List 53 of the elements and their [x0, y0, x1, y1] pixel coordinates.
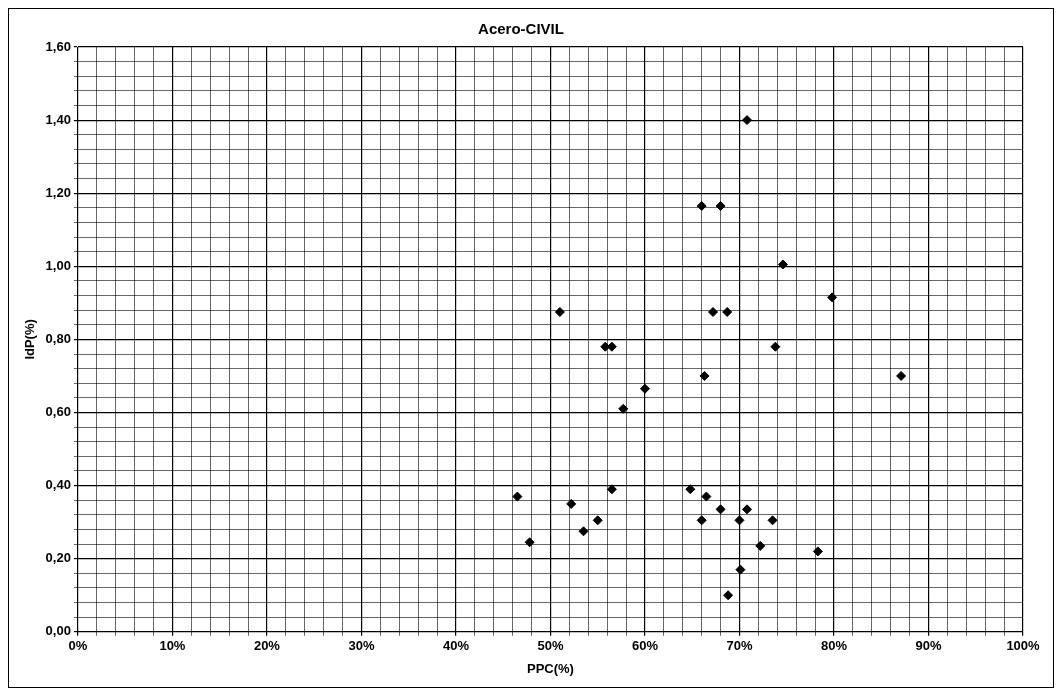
- point: [722, 306, 733, 317]
- x-tick-label: 100%: [1006, 638, 1041, 654]
- point: [723, 590, 734, 601]
- x-tick-label: 60%: [631, 638, 659, 654]
- point: [554, 306, 565, 317]
- y-tick-label: 0,80: [45, 330, 71, 346]
- point: [696, 515, 707, 526]
- point: [618, 403, 629, 414]
- point: [827, 292, 838, 303]
- x-tick-label: 20%: [253, 638, 281, 654]
- x-tick-label: 10%: [159, 638, 186, 654]
- y-tick-label: 1,20: [45, 184, 71, 200]
- point: [696, 200, 707, 211]
- point: [770, 341, 781, 352]
- y-tick-label: 1,60: [45, 38, 71, 54]
- point: [606, 484, 617, 495]
- point: [566, 498, 577, 509]
- x-tick-label: 0%: [68, 638, 88, 654]
- x-tick-label: 80%: [820, 638, 848, 654]
- x-tick-label: 30%: [348, 638, 375, 654]
- y-axis-title: IdP(%): [22, 319, 38, 360]
- x-axis-title: PPC(%): [526, 660, 574, 676]
- y-tick-label: 1,00: [45, 257, 71, 273]
- point: [777, 259, 788, 270]
- point: [755, 540, 766, 551]
- point: [578, 526, 589, 537]
- x-tick-label: 40%: [442, 638, 470, 654]
- x-tick-label: 70%: [726, 638, 753, 654]
- point: [812, 546, 823, 557]
- point: [524, 537, 535, 548]
- point: [742, 504, 753, 515]
- point: [715, 200, 726, 211]
- y-tick-label: 0,00: [45, 623, 71, 639]
- point: [708, 306, 719, 317]
- point: [701, 491, 712, 502]
- y-tick-label: 0,40: [45, 477, 71, 493]
- point: [715, 504, 726, 515]
- point: [592, 515, 603, 526]
- x-tick-label: 90%: [915, 638, 942, 654]
- point: [512, 491, 523, 502]
- point: [896, 370, 907, 381]
- chart-title: Acero-CIVIL: [478, 20, 564, 38]
- x-tick-label: 50%: [537, 638, 564, 654]
- y-tick-label: 1,40: [45, 111, 71, 127]
- point: [699, 370, 710, 381]
- point: [639, 383, 650, 394]
- y-tick-label: 0,60: [45, 404, 71, 420]
- point: [685, 484, 696, 495]
- y-tick-label: 0,20: [45, 550, 71, 566]
- point: [767, 515, 778, 526]
- point: [734, 515, 745, 526]
- point: [742, 115, 753, 126]
- point: [735, 564, 746, 575]
